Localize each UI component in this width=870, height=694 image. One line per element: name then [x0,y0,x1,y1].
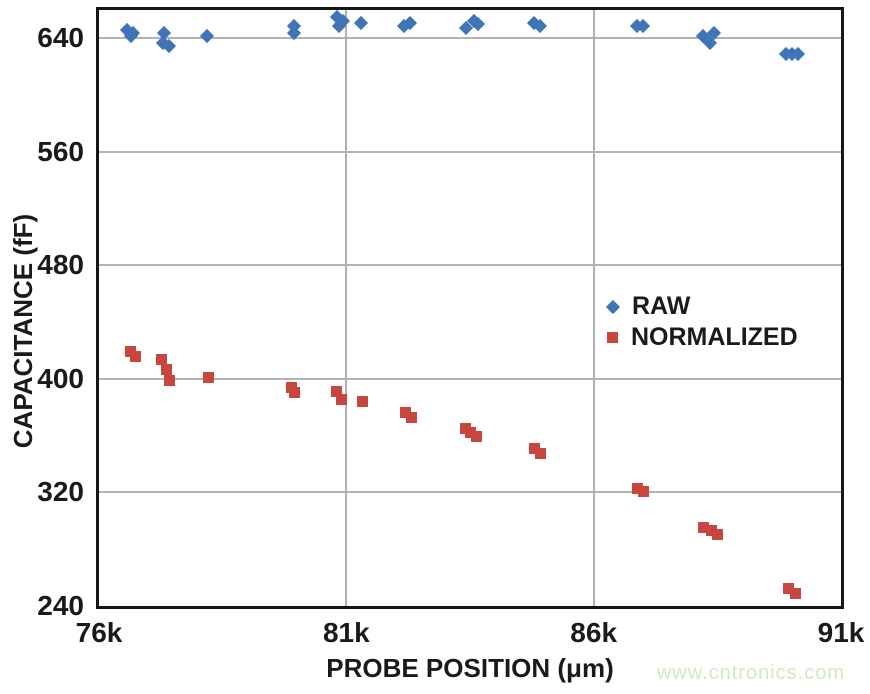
normalized-point [405,411,417,423]
x-tick-label-86k: 86k [570,617,618,648]
normalized-point [129,350,141,362]
normalized-point [534,447,546,459]
normalized-point [790,588,802,600]
legend-label-normalized: NORMALIZED [631,323,798,351]
y-tick-label-480: 480 [37,249,84,281]
y-tick-label-560: 560 [37,135,84,167]
gridline-h-320 [99,491,841,494]
y-tick-label-400: 400 [37,362,84,394]
plot-area: RAW NORMALIZED [96,7,844,609]
gridline-v-81000 [345,10,348,606]
normalized-point [331,386,343,398]
legend-item-raw: RAW [605,291,798,322]
normalized-point [160,364,172,376]
legend: RAW NORMALIZED [605,291,798,353]
x-tick-label-81k: 81k [322,617,370,648]
y-tick-label-640: 640 [37,22,84,54]
normalized-point [631,482,643,494]
raw-diamond-icon [605,299,621,314]
raw-point [199,28,214,43]
gridline-h-400 [99,377,841,380]
normalized-point [399,406,411,418]
normalized-point [711,528,723,540]
gridline-h-480 [99,264,841,267]
y-tick-label-320: 320 [37,476,84,508]
normalized-point [637,485,649,497]
normalized-point [782,582,794,594]
x-tick-label-91k: 91k [817,617,865,648]
raw-point [354,16,369,31]
y-tick-label-240: 240 [37,590,84,621]
watermark: www.cntronics.com [656,662,845,684]
legend-item-normalized: NORMALIZED [605,322,798,353]
normalized-point [465,426,477,438]
normalized-point [336,394,348,406]
normalized-point [471,430,483,442]
normalized-point [459,423,471,435]
normalized-point [203,372,215,384]
normalized-point [698,521,710,533]
normalized-point [528,442,540,454]
normalized-point [289,386,301,398]
normalized-point [156,353,168,365]
gridline-h-640 [99,37,841,40]
gridline-v-86000 [592,10,595,606]
normalized-point [163,374,175,386]
normalized-point [356,396,368,408]
gridline-h-560 [99,150,841,153]
normalized-point [705,525,717,537]
x-tick-label-76k: 76k [75,617,123,648]
legend-label-raw: RAW [632,292,691,320]
normalized-square-icon [607,332,618,343]
x-axis-title: PROBE POSITION (μm) [326,653,614,683]
